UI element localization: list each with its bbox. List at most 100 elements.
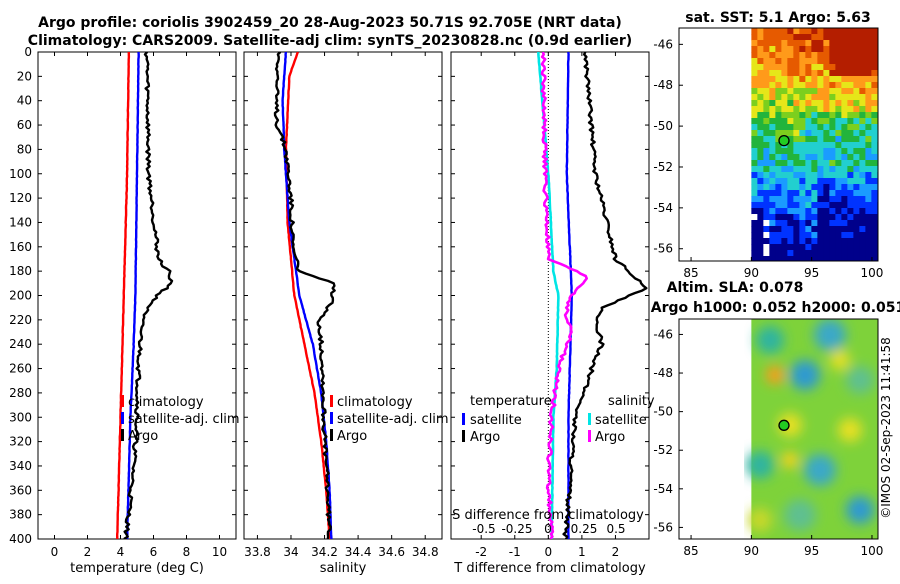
sst-cell <box>829 100 836 107</box>
x-tick-label: 8 <box>183 545 191 559</box>
sla-blob <box>782 452 798 468</box>
sst-cell <box>871 142 878 149</box>
sst-cell <box>805 112 812 119</box>
sst-cell <box>835 190 842 197</box>
sst-cell <box>799 166 806 173</box>
sst-cell <box>775 142 782 149</box>
sst-cell <box>751 148 758 155</box>
x-tick-label: 34.8 <box>412 545 439 559</box>
sst-cell <box>751 136 758 143</box>
sst-cell <box>769 70 776 77</box>
sst-cell <box>799 208 806 215</box>
sst-cell <box>841 46 848 53</box>
sst-cell <box>871 250 878 257</box>
sst-cell <box>859 244 866 251</box>
sst-cell <box>865 160 872 167</box>
sst-cell <box>841 94 848 101</box>
sst-cell <box>847 160 854 167</box>
legend-label: Argo <box>595 430 625 445</box>
sst-cell <box>757 244 764 251</box>
sst-cell <box>775 172 782 179</box>
plot-frame <box>450 51 650 540</box>
sst-cell <box>823 136 830 143</box>
sst-cell <box>871 28 878 35</box>
sst-cell <box>835 70 842 77</box>
sst-cell <box>835 112 842 119</box>
sst-cell <box>793 118 800 125</box>
sst-cell <box>817 178 824 185</box>
argo-location-marker <box>778 134 790 147</box>
sst-cell <box>847 28 854 35</box>
series-line-argo <box>123 52 174 539</box>
sst-cell <box>799 124 806 131</box>
sst-cell <box>853 136 860 143</box>
sst-cell <box>805 76 812 83</box>
sst-cell <box>775 226 782 233</box>
series-line-s-argo <box>540 52 589 539</box>
legend-swatch <box>588 413 591 425</box>
sst-cell <box>787 148 794 155</box>
sst-cell <box>805 106 812 113</box>
sst-cell <box>829 118 836 125</box>
y-tick-label: 400 <box>9 532 32 546</box>
sst-cell <box>871 214 878 221</box>
sst-cell <box>835 28 842 35</box>
sst-cell <box>787 154 794 161</box>
sst-cell <box>865 178 872 185</box>
sst-cell <box>805 46 812 53</box>
sst-cell <box>775 202 782 209</box>
sst-cell <box>829 184 836 191</box>
x-tick-label: 6 <box>150 545 158 559</box>
sst-cell <box>817 238 824 245</box>
x-tick-label: 95 <box>804 544 819 558</box>
sst-cell <box>847 46 854 53</box>
sst-cell <box>811 142 818 149</box>
sst-cell <box>775 184 782 191</box>
sst-cell <box>841 118 848 125</box>
sst-cell <box>769 178 776 185</box>
sst-cell <box>823 118 830 125</box>
sst-cell <box>763 172 770 179</box>
sst-cell <box>841 28 848 35</box>
sst-cell <box>853 220 860 227</box>
sst-cell <box>823 58 830 65</box>
legend-label: satellite-adj. clim <box>337 412 449 427</box>
sst-cell <box>811 208 818 215</box>
sst-cell <box>823 250 830 257</box>
sst-cell <box>817 34 824 41</box>
x-tick-label: 0 <box>545 545 553 559</box>
sst-cell <box>817 214 824 221</box>
sst-cell <box>769 100 776 107</box>
sst-cell <box>811 214 818 221</box>
sst-cell <box>781 160 788 167</box>
sst-cell <box>763 142 770 149</box>
y-tick-label: -46 <box>653 327 673 341</box>
sst-cell <box>865 220 872 227</box>
y-tick-label: 220 <box>9 313 32 327</box>
sst-cell <box>781 58 788 65</box>
sst-cell <box>793 70 800 77</box>
sst-cell <box>829 136 836 143</box>
temperature-panel: 0 2 4 6 8 10020406080100120140160180200220240… <box>9 45 240 576</box>
sst-cell <box>865 34 872 41</box>
sst-cell <box>817 154 824 161</box>
sst-cell <box>775 76 782 83</box>
sst-cell <box>847 220 854 227</box>
sst-cell <box>805 238 812 245</box>
sst-cell <box>757 256 764 261</box>
sst-cell <box>787 136 794 143</box>
x-tick-label: 1 <box>578 545 586 559</box>
sst-cell <box>829 208 836 215</box>
sst-cell <box>793 160 800 167</box>
sst-cell <box>823 226 830 233</box>
sst-cell <box>829 34 836 41</box>
sst-cell <box>865 244 872 251</box>
y-tick-label: 160 <box>9 240 32 254</box>
sst-cell <box>787 58 794 65</box>
sst-cell <box>787 160 794 167</box>
sst-cell <box>805 178 812 185</box>
sst-cell <box>847 94 854 101</box>
sst-cell <box>823 28 830 35</box>
y-tick-label: -54 <box>653 482 673 496</box>
sst-cell <box>769 184 776 191</box>
